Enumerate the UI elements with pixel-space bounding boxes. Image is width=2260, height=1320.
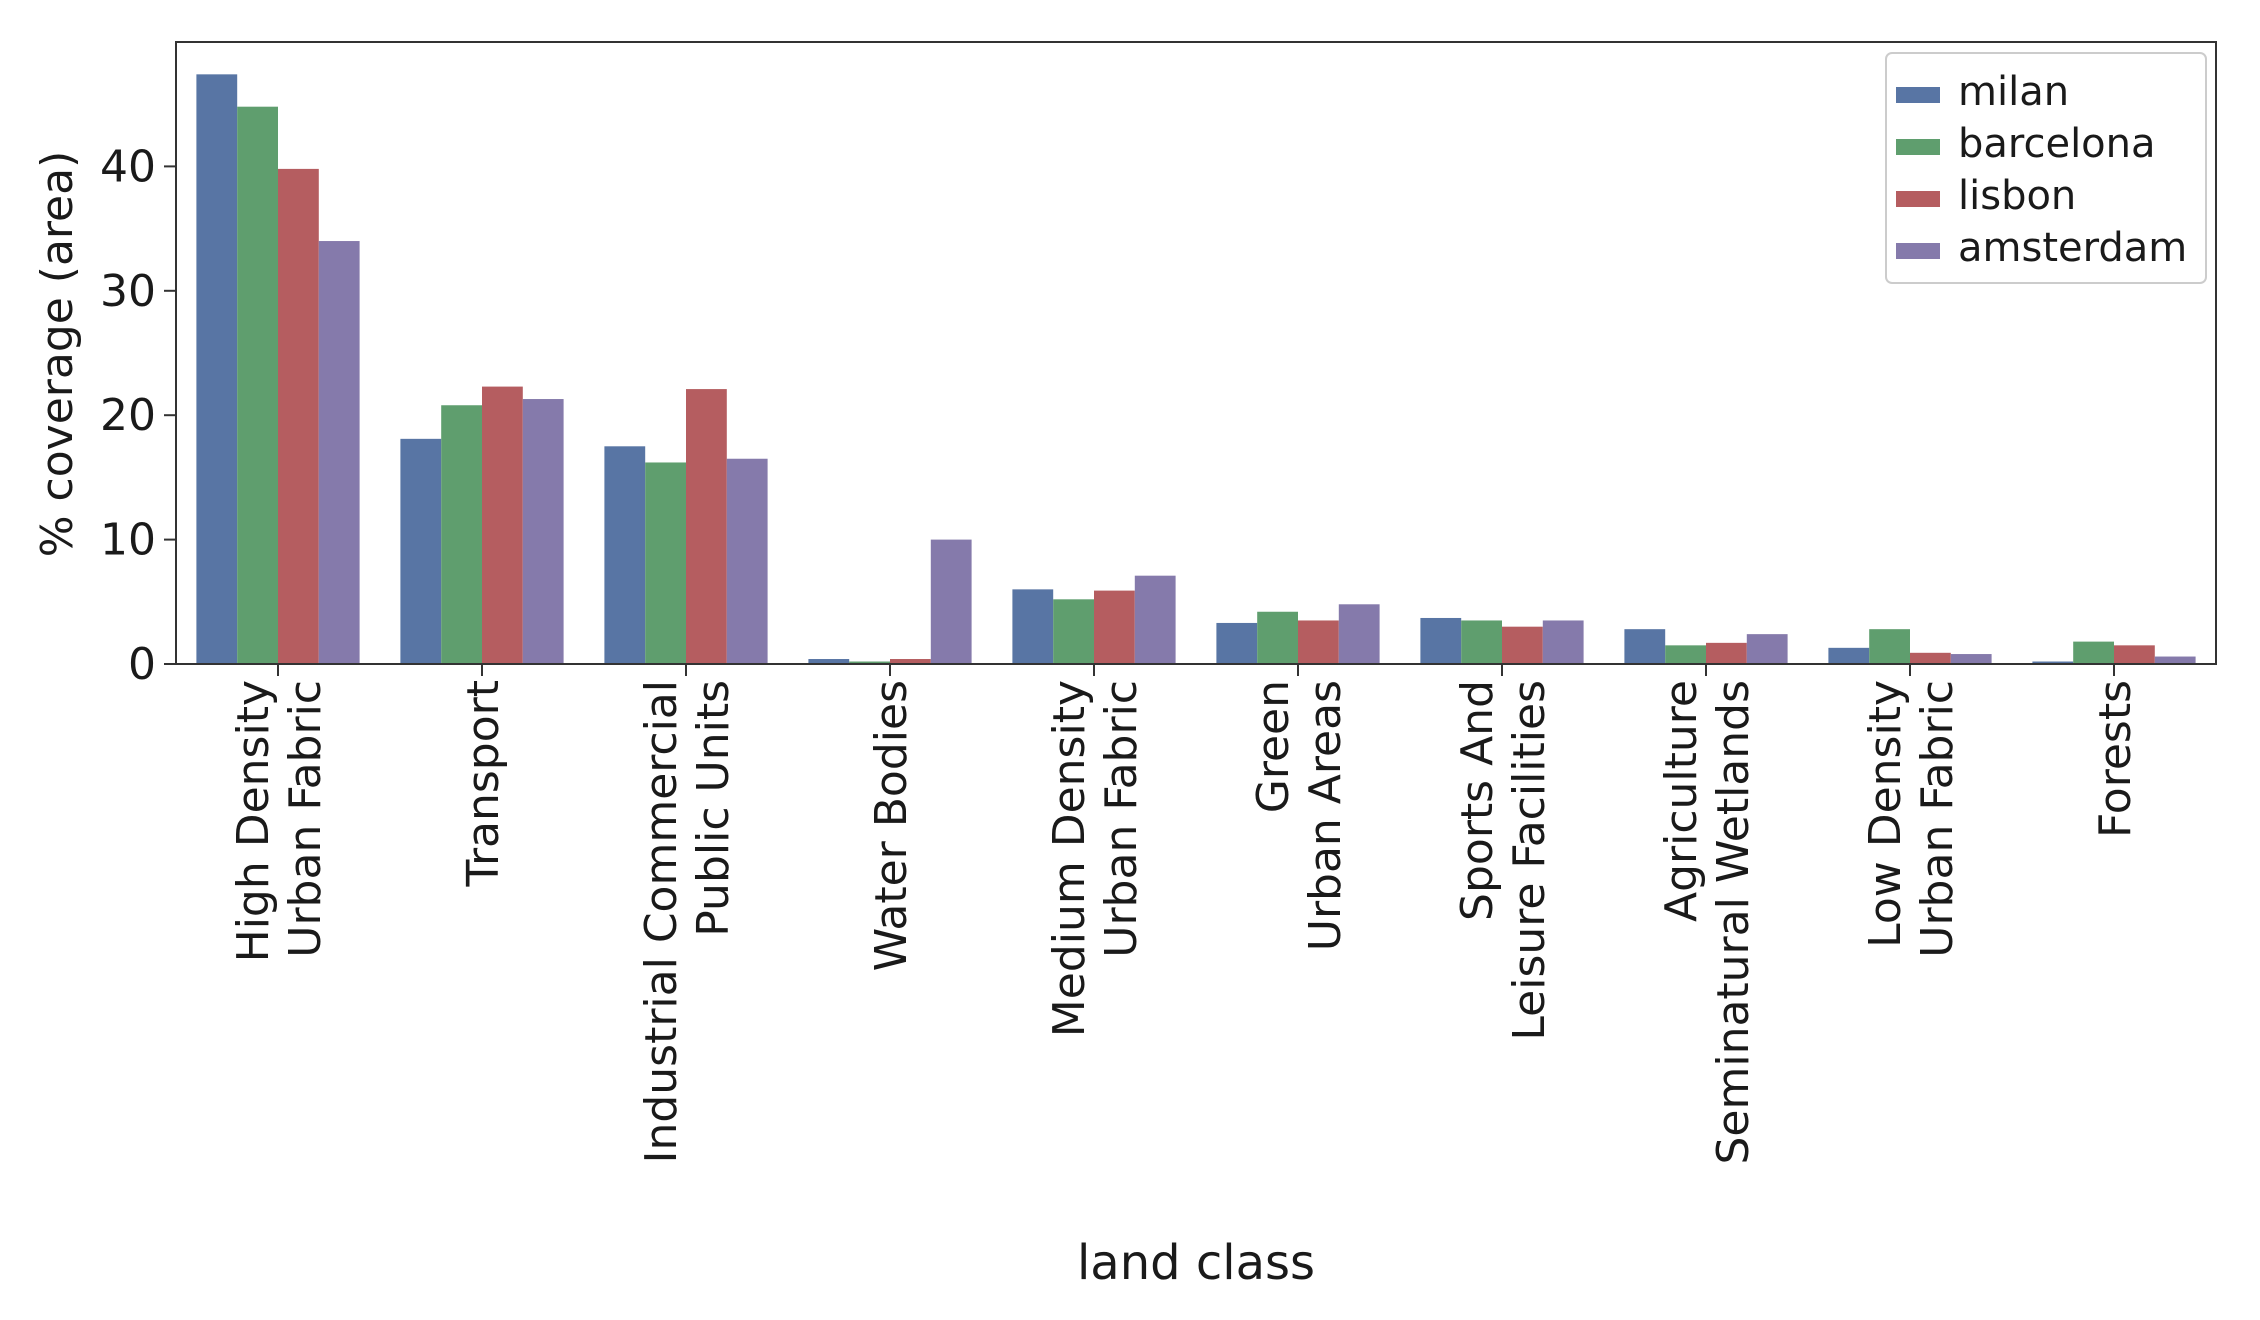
y-tick-label: 40 bbox=[100, 141, 156, 192]
bar-lisbon-7 bbox=[1706, 642, 1747, 664]
bar-barcelona-7 bbox=[1665, 645, 1706, 664]
x-tick-label: Seminatural Wetlands bbox=[1708, 680, 1759, 1165]
bar-milan-6 bbox=[1420, 617, 1462, 664]
bar-barcelona-2 bbox=[645, 462, 686, 664]
x-tick-label: Forests bbox=[2090, 680, 2141, 838]
x-tick-label: Low Density bbox=[1860, 680, 1911, 948]
bar-milan-1 bbox=[400, 438, 442, 664]
bar-lisbon-9 bbox=[2114, 645, 2155, 664]
x-tick-label: Urban Fabric bbox=[1912, 680, 1963, 958]
bar-lisbon-8 bbox=[1910, 652, 1951, 664]
y-tick-label: 20 bbox=[100, 390, 156, 441]
legend-box bbox=[1885, 52, 2207, 284]
legend-label: lisbon bbox=[1958, 173, 2076, 219]
bar-barcelona-1 bbox=[441, 405, 482, 664]
legend: milan barcelona lisbon amsterdam bbox=[1885, 52, 2207, 284]
bar-lisbon-6 bbox=[1502, 626, 1543, 664]
legend-swatch-barcelona bbox=[1896, 139, 1940, 155]
bar-amsterdam-6 bbox=[1542, 620, 1584, 664]
x-tick-label: Industrial Commercial bbox=[636, 680, 687, 1164]
bar-amsterdam-3 bbox=[930, 539, 972, 664]
bar-barcelona-4 bbox=[1053, 599, 1094, 664]
y-axis-label: % coverage (area) bbox=[32, 151, 83, 558]
bar-amsterdam-9 bbox=[2154, 656, 2196, 664]
legend-label: barcelona bbox=[1958, 121, 2156, 167]
bar-lisbon-0 bbox=[278, 168, 319, 664]
x-tick-label: Urban Fabric bbox=[280, 680, 331, 958]
plot-frame bbox=[175, 41, 2217, 665]
bar-milan-2 bbox=[604, 446, 646, 664]
bar-milan-0 bbox=[196, 74, 238, 665]
bar-amsterdam-0 bbox=[318, 241, 360, 665]
y-tick-label: 10 bbox=[100, 515, 156, 566]
bar-lisbon-2 bbox=[686, 389, 727, 664]
legend-swatch-lisbon bbox=[1896, 191, 1940, 207]
x-tick-label: Medium Density bbox=[1044, 680, 1095, 1037]
bar-milan-8 bbox=[1828, 647, 1870, 664]
bar-lisbon-5 bbox=[1298, 620, 1339, 664]
x-tick-label: Transport bbox=[458, 680, 509, 887]
y-axis: 0 10 20 30 40 bbox=[100, 141, 176, 690]
bar-amsterdam-5 bbox=[1338, 604, 1380, 664]
legend-label: milan bbox=[1958, 69, 2069, 115]
y-tick-label: 0 bbox=[128, 639, 156, 690]
bar-barcelona-9 bbox=[2073, 641, 2114, 664]
bar-amsterdam-2 bbox=[726, 458, 768, 664]
bar-milan-5 bbox=[1216, 622, 1258, 664]
x-axis: High Density Urban Fabric Transport Industr… bbox=[228, 664, 2141, 1165]
bar-amsterdam-1 bbox=[522, 399, 564, 664]
bar-lisbon-4 bbox=[1094, 590, 1135, 664]
bar-barcelona-3 bbox=[849, 661, 890, 664]
legend-label: amsterdam bbox=[1958, 225, 2187, 271]
bar-barcelona-8 bbox=[1869, 629, 1910, 664]
bar-lisbon-1 bbox=[482, 386, 523, 664]
bar-milan-3 bbox=[808, 659, 850, 664]
x-axis-label: land class bbox=[1077, 1235, 1315, 1291]
x-tick-label: Agriculture bbox=[1656, 680, 1707, 922]
x-tick-label: Urban Fabric bbox=[1096, 680, 1147, 958]
x-tick-label: Water Bodies bbox=[866, 680, 917, 971]
x-tick-label: Sports And bbox=[1452, 680, 1503, 921]
x-tick-label: High Density bbox=[228, 680, 279, 962]
bar-barcelona-5 bbox=[1257, 611, 1298, 664]
legend-swatch-milan bbox=[1896, 87, 1940, 103]
x-tick-label: Green bbox=[1248, 680, 1299, 813]
bar-barcelona-6 bbox=[1461, 620, 1502, 664]
bar-amsterdam-8 bbox=[1950, 654, 1992, 664]
legend-swatch-amsterdam bbox=[1896, 243, 1940, 259]
bar-amsterdam-7 bbox=[1746, 634, 1788, 664]
bar-milan-9 bbox=[2032, 661, 2074, 664]
bars-group bbox=[196, 74, 2196, 665]
bar-amsterdam-4 bbox=[1134, 575, 1176, 664]
x-tick-label: Urban Areas bbox=[1300, 680, 1351, 951]
bar-milan-7 bbox=[1624, 629, 1666, 664]
bar-lisbon-3 bbox=[890, 659, 931, 664]
bar-milan-4 bbox=[1012, 589, 1054, 664]
x-tick-label: Public Units bbox=[688, 680, 739, 937]
x-tick-label: Leisure Facilities bbox=[1504, 680, 1555, 1041]
bar-barcelona-0 bbox=[237, 106, 278, 664]
y-tick-label: 30 bbox=[100, 266, 156, 317]
